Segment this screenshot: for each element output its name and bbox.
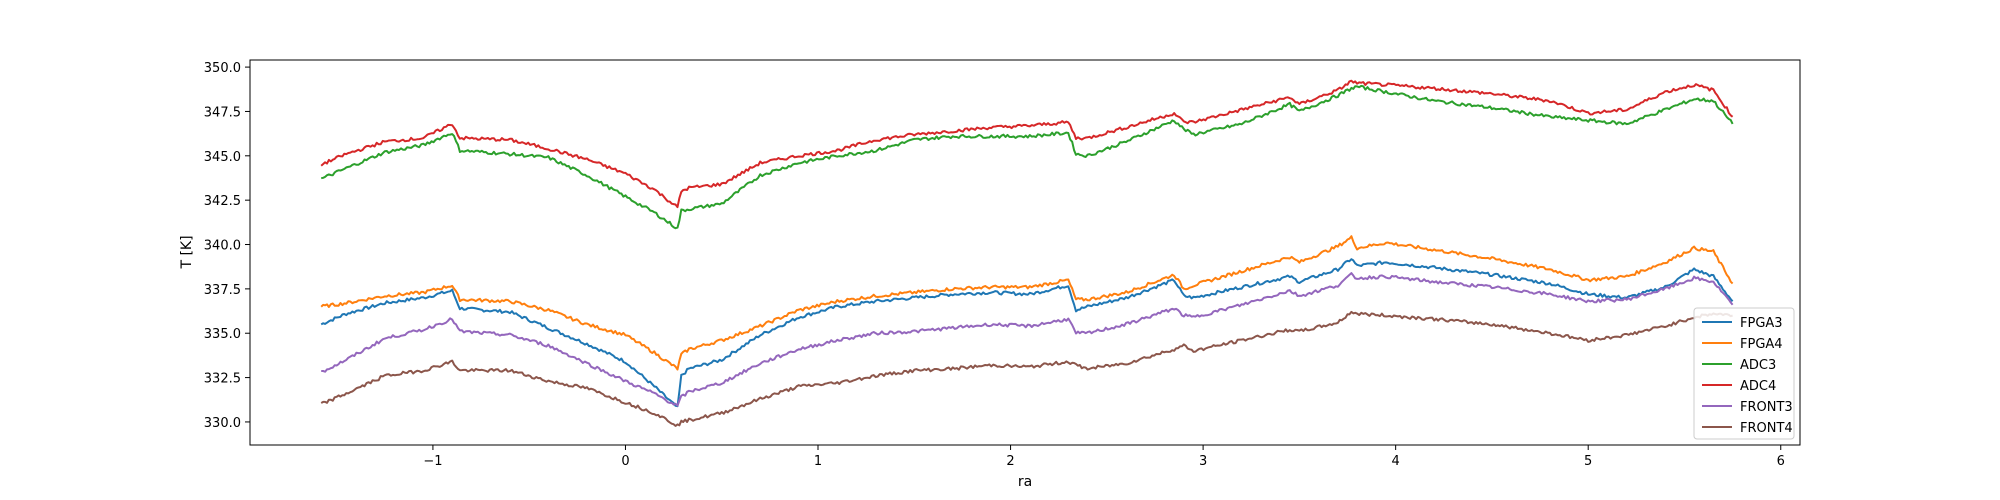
x-tick-label: 3 xyxy=(1199,454,1207,469)
y-tick-label: 345.0 xyxy=(204,150,241,165)
x-tick-label: 5 xyxy=(1584,454,1592,469)
y-tick-label: 342.5 xyxy=(204,194,241,209)
y-tick-label: 330.0 xyxy=(204,416,241,431)
x-axis-ticks: −1 0 1 2 3 4 5 6 xyxy=(423,445,1785,469)
legend-label-adc4: ADC4 xyxy=(1740,379,1776,394)
y-tick-label: 340.0 xyxy=(204,239,241,254)
legend-label-front4: FRONT4 xyxy=(1740,421,1793,436)
series-line-front4 xyxy=(320,310,1733,427)
x-tick-label: 4 xyxy=(1392,454,1400,469)
x-tick-label: 1 xyxy=(814,454,822,469)
y-tick-label: 332.5 xyxy=(204,372,241,387)
legend-label-fpga3: FPGA3 xyxy=(1740,316,1783,331)
y-tick-label: 350.0 xyxy=(204,61,241,76)
y-axis-ticks: 330.0 332.5 335.0 337.5 340.0 342.5 345.0 347.5… xyxy=(204,61,250,431)
y-tick-label: 347.5 xyxy=(204,105,241,120)
series-line-adc3 xyxy=(321,84,1734,230)
plot-frame xyxy=(249,59,1801,446)
x-axis-label: ra xyxy=(1018,474,1032,490)
series-line-front3 xyxy=(321,272,1734,407)
y-tick-label: 335.0 xyxy=(204,327,241,342)
series-line-fpga4 xyxy=(320,235,1734,371)
legend-label-front3: FRONT3 xyxy=(1740,400,1793,415)
y-axis-label: T [K] xyxy=(179,235,195,269)
series-line-adc4 xyxy=(320,79,1734,209)
x-tick-label: −1 xyxy=(423,454,442,469)
x-tick-label: 0 xyxy=(621,454,629,469)
legend: FPGA3 FPGA4 ADC3 ADC4 FRONT3 FRONT4 xyxy=(1693,307,1795,440)
x-tick-label: 6 xyxy=(1777,454,1785,469)
legend-label-adc3: ADC3 xyxy=(1740,358,1776,373)
series-layer xyxy=(320,79,1734,427)
legend-label-fpga4: FPGA4 xyxy=(1740,337,1783,352)
series-line-fpga3 xyxy=(320,258,1734,408)
x-tick-label: 2 xyxy=(1006,454,1014,469)
y-tick-label: 337.5 xyxy=(204,283,241,298)
